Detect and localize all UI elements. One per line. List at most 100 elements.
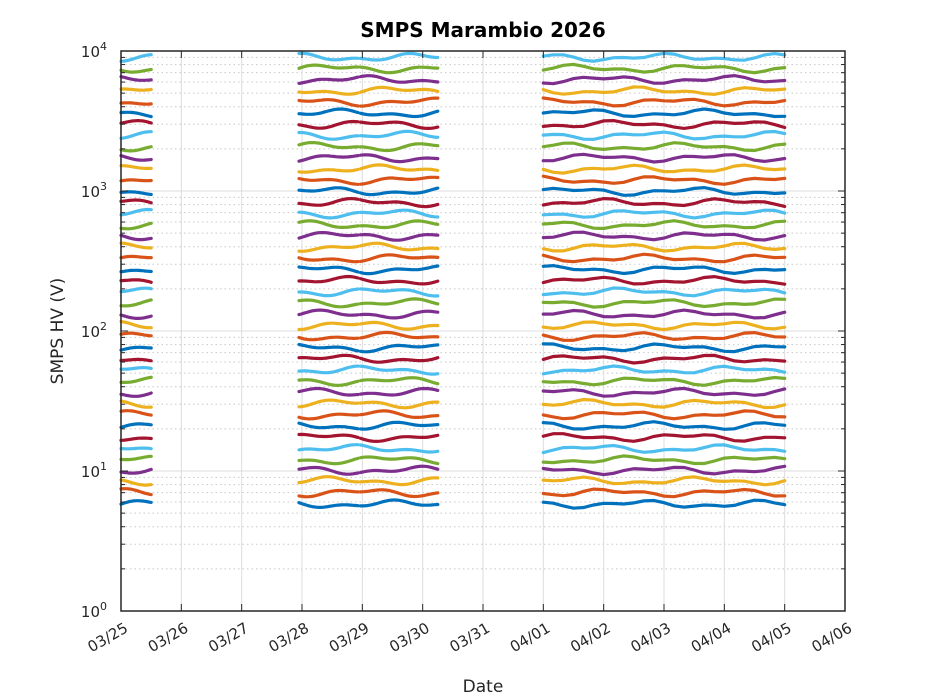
hv-trace bbox=[119, 130, 153, 140]
hv-trace bbox=[119, 87, 153, 92]
hv-trace bbox=[119, 446, 153, 451]
hv-trace bbox=[297, 475, 360, 485]
hv-trace bbox=[541, 330, 787, 342]
hv-trace bbox=[119, 278, 153, 284]
hv-trace bbox=[358, 297, 440, 306]
hv-trace bbox=[358, 129, 440, 139]
hv-trace bbox=[119, 241, 153, 250]
hv-trace bbox=[541, 308, 787, 320]
hv-trace bbox=[297, 456, 360, 466]
hv-trace bbox=[358, 343, 440, 354]
x-tick-label: 04/04 bbox=[688, 619, 734, 656]
hv-trace bbox=[119, 487, 153, 497]
hv-trace bbox=[297, 364, 360, 375]
hv-trace bbox=[297, 107, 360, 116]
y-tick-label: 102 bbox=[81, 320, 107, 341]
hv-trace bbox=[358, 420, 440, 431]
hv-trace bbox=[541, 129, 787, 142]
hv-trace bbox=[541, 241, 787, 253]
hv-trace bbox=[297, 75, 360, 85]
hv-trace bbox=[297, 130, 360, 141]
hv-trace bbox=[119, 391, 153, 398]
x-tick-label: 04/03 bbox=[628, 619, 674, 656]
hv-trace bbox=[119, 190, 153, 197]
hv-trace bbox=[358, 400, 440, 410]
hv-trace bbox=[541, 432, 787, 443]
hv-trace bbox=[541, 141, 787, 153]
hv-trace bbox=[119, 366, 153, 371]
hv-trace bbox=[119, 499, 153, 506]
hv-trace bbox=[119, 298, 153, 308]
hv-trace bbox=[541, 107, 787, 119]
y-tick-label: 100 bbox=[81, 600, 107, 621]
hv-trace bbox=[297, 154, 360, 163]
hv-trace bbox=[358, 356, 440, 364]
hv-trace bbox=[541, 353, 787, 365]
hv-trace bbox=[297, 287, 360, 298]
hv-trace bbox=[541, 286, 787, 298]
hv-trace bbox=[297, 256, 360, 264]
hv-trace bbox=[297, 501, 360, 509]
hv-trace bbox=[358, 51, 440, 62]
hv-trace bbox=[358, 175, 440, 186]
hv-trace bbox=[297, 63, 360, 70]
hv-trace bbox=[297, 244, 360, 253]
hv-trace bbox=[297, 119, 360, 130]
hv-trace bbox=[358, 386, 440, 397]
axes-box bbox=[120, 50, 846, 612]
hv-trace bbox=[297, 196, 360, 207]
hv-trace bbox=[541, 96, 787, 108]
hv-trace bbox=[119, 286, 153, 294]
x-tick-label: 03/29 bbox=[326, 619, 372, 656]
hv-trace bbox=[119, 454, 153, 462]
hv-trace bbox=[541, 252, 787, 264]
hv-trace bbox=[119, 164, 153, 170]
hv-trace bbox=[541, 320, 787, 332]
hv-trace bbox=[541, 454, 787, 466]
hv-trace bbox=[297, 298, 360, 309]
hv-trace bbox=[297, 231, 360, 240]
hv-trace bbox=[297, 274, 360, 284]
hv-trace bbox=[297, 265, 360, 274]
hv-trace bbox=[541, 208, 787, 220]
hv-trace bbox=[541, 464, 787, 477]
hv-trace bbox=[297, 465, 360, 476]
hv-trace bbox=[358, 85, 440, 94]
hv-trace bbox=[119, 154, 153, 162]
hv-trace bbox=[297, 210, 360, 220]
hv-trace bbox=[119, 198, 153, 205]
hv-trace bbox=[541, 386, 787, 398]
hv-trace bbox=[119, 331, 153, 338]
hv-trace bbox=[119, 478, 153, 487]
hv-trace bbox=[297, 89, 360, 96]
hv-trace bbox=[358, 330, 440, 340]
hv-trace bbox=[119, 75, 153, 82]
hv-trace bbox=[297, 412, 360, 421]
hv-trace bbox=[119, 357, 153, 363]
x-tick-label: 03/30 bbox=[386, 619, 432, 656]
hv-trace bbox=[358, 253, 440, 263]
hv-trace bbox=[358, 309, 440, 320]
hv-trace bbox=[358, 241, 440, 252]
hv-trace bbox=[297, 386, 360, 397]
hv-trace bbox=[358, 198, 440, 209]
hv-trace bbox=[541, 174, 787, 186]
hv-trace bbox=[358, 109, 440, 119]
hv-trace bbox=[541, 364, 787, 376]
y-tick-label: 101 bbox=[81, 460, 107, 481]
hv-trace bbox=[358, 376, 440, 386]
hv-trace bbox=[358, 163, 440, 172]
series-lines bbox=[119, 51, 787, 510]
hv-trace bbox=[297, 342, 360, 353]
x-tick-label: 03/25 bbox=[85, 619, 131, 656]
hv-trace bbox=[119, 233, 153, 242]
hv-trace bbox=[358, 320, 440, 331]
hv-trace bbox=[358, 264, 440, 276]
hv-trace bbox=[297, 98, 360, 108]
hv-trace bbox=[297, 321, 360, 332]
hv-trace bbox=[119, 67, 153, 74]
hv-trace bbox=[541, 375, 787, 387]
hv-trace bbox=[358, 464, 440, 475]
hv-trace bbox=[119, 313, 153, 320]
